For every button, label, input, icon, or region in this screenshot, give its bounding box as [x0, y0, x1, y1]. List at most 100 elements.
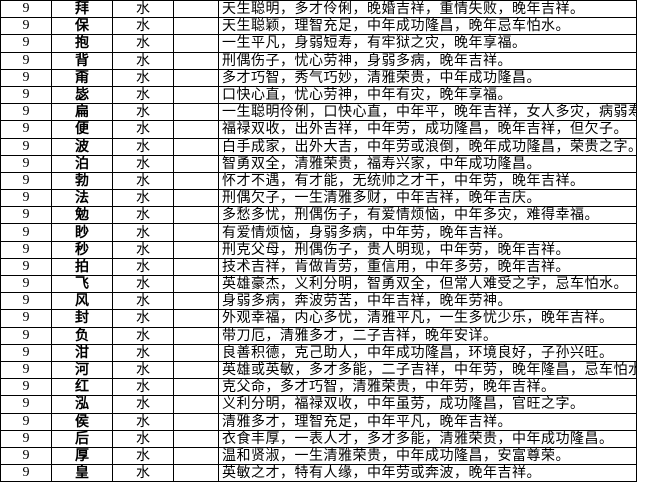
- table-row: 9 泓水 义利分明，福禄双收，中年虽劳，成功隆昌，官旺之字。: [0, 395, 637, 414]
- empty-cell: [173, 378, 219, 397]
- character-cell: 泊: [51, 154, 113, 173]
- table-row: 9 负水 带刀厄，清雅多才，二子吉祥，晚年安详。: [0, 326, 637, 345]
- table-row: 9 风水 身弱多病，奔波劳苦，中年吉祥，晚年劳神。: [0, 292, 637, 311]
- empty-cell: [173, 343, 219, 362]
- number-cell: 9: [0, 189, 52, 208]
- description-cell: 刑偶欠子，一生清雅多财，中年吉祥，晚年吉庆。: [218, 189, 637, 208]
- number-cell: 9: [0, 274, 52, 294]
- table-row: 9 后水 衣食丰厚，一表人才，多才多能，清雅荣贵，中年成功隆昌。: [0, 429, 637, 448]
- character-cell: 眇: [51, 223, 113, 242]
- element-cell: 水: [112, 223, 174, 242]
- empty-cell: [173, 223, 219, 242]
- table-row: 9 便水 福禄双收，出外吉祥，中年劳，成功隆昌，晚年吉祥，但欠子。: [0, 120, 637, 139]
- table-row: 9 封水 外观幸福，内心多忧，清雅平凡，一生多忧少乐，晚年吉祥。: [0, 309, 637, 328]
- table-row: 9 勃水 怀才不遇，有才能，无统帅之才干，中年劳，晚年吉祥。: [0, 171, 637, 191]
- element-cell: 水: [112, 120, 174, 139]
- empty-cell: [173, 137, 219, 156]
- description-cell: 口快心直，忧心劳神，中年有灾，晚年享福。: [218, 85, 637, 105]
- description-cell: 多愁多忧，刑偶伤子，有爱情烦恼，中年多灾，难得幸福。: [218, 206, 637, 225]
- number-cell: 9: [0, 240, 52, 259]
- empty-cell: [173, 446, 219, 466]
- number-cell: 9: [0, 206, 52, 225]
- table-row: 9 泔水 良善积德，克己助人，中年成功隆昌，环境良好，子孙兴旺。: [0, 343, 637, 362]
- table-row: 9 皇水 英敏之才，特有人缘，中年劳或奔波，晚年吉祥。: [0, 464, 637, 483]
- number-cell: 9: [0, 68, 52, 87]
- table-row: 9 甭水 多才巧智，秀气巧妙，清雅荣贵，中年成功隆昌。: [0, 68, 637, 87]
- empty-cell: [173, 412, 219, 431]
- table-row: 9 秒水 刑克父母，刑偶伤子，贵人明现，中年劳，晚年吉祥。: [0, 240, 637, 259]
- empty-cell: [173, 68, 219, 87]
- character-cell: 红: [51, 378, 113, 397]
- table-row: 9 毖水 口快心直，忧心劳神，中年有灾，晚年享福。: [0, 85, 637, 105]
- description-cell: 福禄双收，出外吉祥，中年劳，成功隆昌，晚年吉祥，但欠子。: [218, 120, 637, 139]
- number-cell: 9: [0, 378, 52, 397]
- element-cell: 水: [112, 395, 174, 414]
- description-cell: 清雅多才，理智充足，中年平凡，晚年吉祥。: [218, 412, 637, 431]
- table-row: 9 眇水 有爱情烦恼，身弱多病，中年劳，晚年吉祥。: [0, 223, 637, 242]
- element-cell: 水: [112, 0, 174, 19]
- description-cell: 英敏之才，特有人缘，中年劳或奔波，晚年吉祥。: [218, 464, 637, 483]
- element-cell: 水: [112, 240, 174, 259]
- table-row: 9 法水 刑偶欠子，一生清雅多财，中年吉祥，晚年吉庆。: [0, 189, 637, 208]
- description-cell: 怀才不遇，有才能，无统帅之才干，中年劳，晚年吉祥。: [218, 171, 637, 191]
- number-cell: 9: [0, 429, 52, 448]
- table-row: 9 飞水 英雄豪杰，义利分明，智勇双全，但常人难受之字，忌车怕水。: [0, 274, 637, 294]
- character-cell: 飞: [51, 274, 113, 294]
- description-cell: 温和贤淑，一生清雅荣贵，中年成功隆昌，安富尊荣。: [218, 446, 637, 466]
- element-cell: 水: [112, 137, 174, 156]
- character-cell: 泔: [51, 343, 113, 362]
- character-cell: 勃: [51, 171, 113, 191]
- element-cell: 水: [112, 189, 174, 208]
- number-cell: 9: [0, 446, 52, 466]
- empty-cell: [173, 51, 219, 70]
- description-cell: 刑偶伤子，忧心劳神，身弱多病，晚年吉祥。: [218, 51, 637, 70]
- empty-cell: [173, 171, 219, 191]
- description-cell: 义利分明，福禄双收，中年虽劳，成功隆昌，官旺之字。: [218, 395, 637, 414]
- description-cell: 天生聪明，多才伶俐，晚婚吉祥，重情失败，晚年吉祥。: [218, 0, 637, 19]
- description-cell: 刑克父母，刑偶伤子，贵人明现，中年劳，晚年吉祥。: [218, 240, 637, 259]
- empty-cell: [173, 240, 219, 259]
- element-cell: 水: [112, 309, 174, 328]
- description-cell: 智勇双全，清雅荣贵，福寿兴家，中年成功隆昌。: [218, 154, 637, 173]
- element-cell: 水: [112, 274, 174, 294]
- element-cell: 水: [112, 68, 174, 87]
- element-cell: 水: [112, 464, 174, 483]
- character-cell: 甭: [51, 68, 113, 87]
- description-cell: 带刀厄，清雅多才，二子吉祥，晚年安详。: [218, 326, 637, 345]
- character-cell: 毖: [51, 85, 113, 105]
- character-cell: 泓: [51, 395, 113, 414]
- empty-cell: [173, 292, 219, 311]
- empty-cell: [173, 189, 219, 208]
- empty-cell: [173, 0, 219, 19]
- element-cell: 水: [112, 446, 174, 466]
- number-cell: 9: [0, 17, 52, 36]
- empty-cell: [173, 395, 219, 414]
- table-row: 9 扁水 一生聪明伶俐，口快心直，中年平，晚年吉祥，女人多灾，病弱寿短。: [0, 103, 637, 122]
- number-cell: 9: [0, 171, 52, 191]
- description-cell: 白手成家，出外大吉，中年劳或浪倒，晚年成功隆昌，荣贵之字。: [218, 137, 637, 156]
- element-cell: 水: [112, 51, 174, 70]
- table-row: 9 侯水 清雅多才，理智充足，中年平凡，晚年吉祥。: [0, 412, 637, 431]
- element-cell: 水: [112, 360, 174, 380]
- number-cell: 9: [0, 360, 52, 380]
- number-cell: 9: [0, 0, 52, 19]
- empty-cell: [173, 206, 219, 225]
- number-cell: 9: [0, 51, 52, 70]
- number-cell: 9: [0, 103, 52, 122]
- character-cell: 拍: [51, 257, 113, 277]
- character-cell: 扁: [51, 103, 113, 122]
- character-cell: 厚: [51, 446, 113, 466]
- table-row: 9 勉水 多愁多忧，刑偶伤子，有爱情烦恼，中年多灾，难得幸福。: [0, 206, 637, 225]
- description-cell: 身弱多病，奔波劳苦，中年吉祥，晚年劳神。: [218, 292, 637, 311]
- empty-cell: [173, 85, 219, 105]
- element-cell: 水: [112, 85, 174, 105]
- character-cell: 拜: [51, 0, 113, 19]
- element-cell: 水: [112, 412, 174, 431]
- number-cell: 9: [0, 343, 52, 362]
- description-cell: 天生聪颖，理智充足，中年成功隆昌，晚年忌车怕水。: [218, 17, 637, 36]
- table-row: 9 拜水 天生聪明，多才伶俐，晚婚吉祥，重情失败，晚年吉祥。: [0, 0, 637, 19]
- element-cell: 水: [112, 429, 174, 448]
- element-cell: 水: [112, 378, 174, 397]
- character-cell: 侯: [51, 412, 113, 431]
- character-cell: 波: [51, 137, 113, 156]
